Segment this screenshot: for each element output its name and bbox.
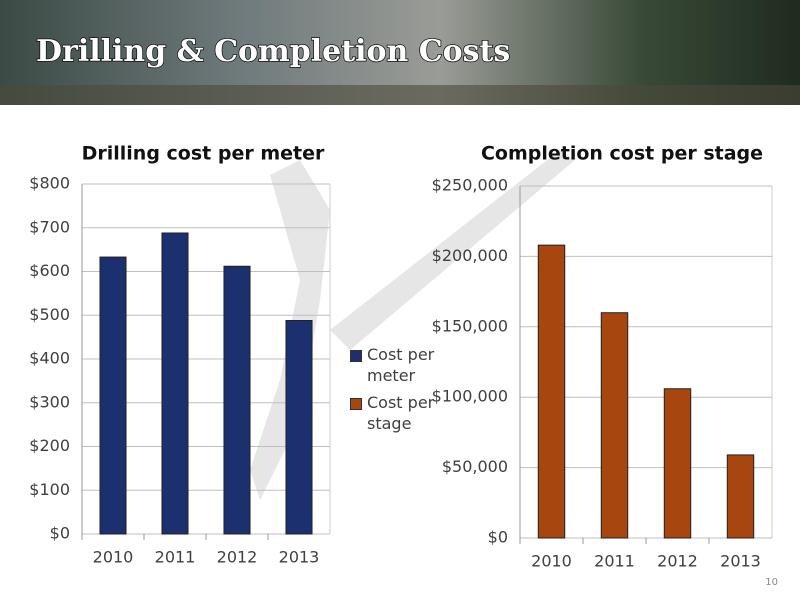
bar [726, 454, 755, 539]
legend-swatch [350, 398, 362, 410]
watermark [250, 150, 575, 500]
legend-item: Cost per meter [350, 344, 440, 386]
chart-title: Completion cost per stage [481, 143, 763, 165]
x-tick-label: 2012 [217, 548, 258, 567]
legend-label: Cost per stage [367, 393, 435, 433]
bar [161, 232, 189, 535]
y-tick-label: $0 [50, 524, 70, 543]
bar [537, 244, 566, 539]
x-tick-label: 2010 [531, 552, 572, 571]
y-tick-label: $400 [29, 349, 70, 368]
legend-item: Cost per stage [350, 392, 440, 434]
y-tick-label: $300 [29, 392, 70, 411]
y-tick-label: $600 [29, 261, 70, 280]
y-tick-label: $150,000 [432, 316, 508, 335]
y-tick-label: $250,000 [432, 176, 508, 195]
y-tick-label: $100 [29, 480, 70, 499]
x-tick-label: 2010 [93, 548, 134, 567]
legend-label: Cost per meter [367, 345, 435, 385]
bar [99, 256, 127, 535]
slide-title: Drilling & Completion Costs [36, 34, 510, 69]
y-tick-label: $800 [29, 174, 70, 193]
header-ground [0, 85, 800, 105]
chart-title: Drilling cost per meter [82, 143, 325, 165]
y-tick-label: $700 [29, 217, 70, 236]
y-tick-label: $500 [29, 305, 70, 324]
x-tick-label: 2012 [657, 552, 698, 571]
legend: Cost per meter Cost per stage [350, 344, 440, 440]
y-tick-label: $0 [488, 528, 508, 547]
legend-swatch [350, 350, 362, 362]
bar [600, 312, 629, 539]
bar [223, 265, 251, 535]
y-tick-label: $200 [29, 436, 70, 455]
page-number: 10 [765, 577, 778, 588]
y-tick-label: $100,000 [432, 387, 508, 406]
y-tick-label: $50,000 [442, 457, 508, 476]
bar [285, 320, 313, 535]
x-tick-label: 2013 [720, 552, 761, 571]
x-tick-label: 2011 [594, 552, 635, 571]
x-tick-label: 2011 [155, 548, 196, 567]
x-tick-label: 2013 [279, 548, 320, 567]
bar [663, 388, 692, 539]
y-tick-label: $200,000 [432, 246, 508, 265]
